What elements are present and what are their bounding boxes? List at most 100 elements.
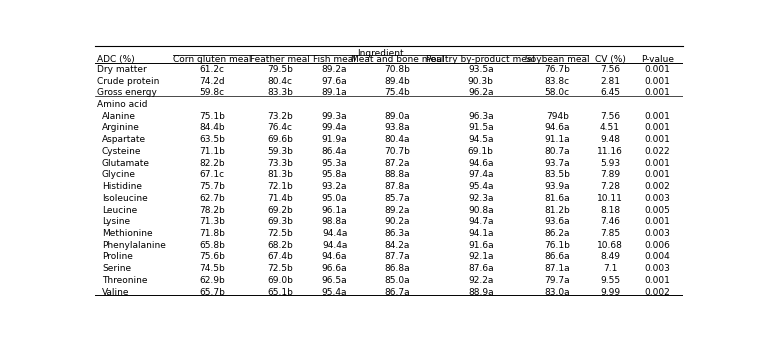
Text: 65.8b: 65.8b — [200, 241, 225, 250]
Text: 71.8b: 71.8b — [200, 229, 225, 238]
Text: 76.1b: 76.1b — [544, 241, 570, 250]
Text: 68.2b: 68.2b — [267, 241, 293, 250]
Text: 93.6a: 93.6a — [544, 217, 570, 226]
Text: Alanine: Alanine — [102, 112, 136, 121]
Text: 83.5b: 83.5b — [544, 170, 570, 180]
Text: Ingredient: Ingredient — [357, 49, 404, 58]
Text: 70.8b: 70.8b — [385, 65, 411, 74]
Text: Aspartate: Aspartate — [102, 135, 146, 144]
Text: 87.1a: 87.1a — [544, 264, 570, 273]
Text: 11.16: 11.16 — [597, 147, 623, 156]
Text: Valine: Valine — [102, 288, 130, 297]
Text: 73.3b: 73.3b — [267, 159, 293, 168]
Text: 99.4a: 99.4a — [322, 124, 348, 132]
Text: 92.1a: 92.1a — [468, 252, 493, 262]
Text: Threonine: Threonine — [102, 276, 147, 285]
Text: Meat and bone meal: Meat and bone meal — [351, 55, 444, 64]
Text: 9.99: 9.99 — [600, 288, 620, 297]
Text: 0.003: 0.003 — [644, 229, 670, 238]
Text: 0.002: 0.002 — [644, 288, 670, 297]
Text: 71.4b: 71.4b — [267, 194, 293, 203]
Text: 97.4a: 97.4a — [468, 170, 493, 180]
Text: ADC (%): ADC (%) — [97, 55, 135, 64]
Text: 81.3b: 81.3b — [267, 170, 293, 180]
Text: 69.6b: 69.6b — [267, 135, 293, 144]
Text: Fish meal: Fish meal — [313, 55, 356, 64]
Text: Glycine: Glycine — [102, 170, 136, 180]
Text: Cysteine: Cysteine — [102, 147, 141, 156]
Text: 92.2a: 92.2a — [468, 276, 493, 285]
Text: 65.1b: 65.1b — [267, 288, 293, 297]
Text: 93.9a: 93.9a — [544, 182, 570, 191]
Text: 0.001: 0.001 — [644, 65, 670, 74]
Text: 75.6b: 75.6b — [200, 252, 225, 262]
Text: 86.8a: 86.8a — [385, 264, 411, 273]
Text: 96.5a: 96.5a — [322, 276, 348, 285]
Text: 75.1b: 75.1b — [200, 112, 225, 121]
Text: 0.003: 0.003 — [644, 264, 670, 273]
Text: Phenylalanine: Phenylalanine — [102, 241, 165, 250]
Text: 69.2b: 69.2b — [267, 206, 293, 214]
Text: 72.5b: 72.5b — [267, 229, 293, 238]
Text: 62.9b: 62.9b — [200, 276, 225, 285]
Text: 96.2a: 96.2a — [468, 88, 493, 98]
Text: 0.002: 0.002 — [644, 182, 670, 191]
Text: 0.022: 0.022 — [645, 147, 670, 156]
Text: 8.18: 8.18 — [600, 206, 620, 214]
Text: 83.8c: 83.8c — [545, 77, 570, 86]
Text: 80.4a: 80.4a — [385, 135, 410, 144]
Text: 83.3b: 83.3b — [267, 88, 293, 98]
Text: 80.7a: 80.7a — [544, 147, 570, 156]
Text: 0.001: 0.001 — [644, 217, 670, 226]
Text: 95.3a: 95.3a — [322, 159, 348, 168]
Text: 89.2a: 89.2a — [385, 206, 410, 214]
Text: Amino acid: Amino acid — [97, 100, 148, 109]
Text: 95.4a: 95.4a — [468, 182, 493, 191]
Text: Leucine: Leucine — [102, 206, 137, 214]
Text: 59.3b: 59.3b — [267, 147, 293, 156]
Text: Gross energy: Gross energy — [97, 88, 157, 98]
Text: 0.001: 0.001 — [644, 159, 670, 168]
Text: 86.6a: 86.6a — [544, 252, 570, 262]
Text: 0.006: 0.006 — [644, 241, 670, 250]
Text: 0.003: 0.003 — [644, 194, 670, 203]
Text: 67.4b: 67.4b — [267, 252, 293, 262]
Text: 96.1a: 96.1a — [322, 206, 348, 214]
Text: 75.4b: 75.4b — [385, 88, 411, 98]
Text: 90.3b: 90.3b — [468, 77, 493, 86]
Text: 10.11: 10.11 — [597, 194, 623, 203]
Text: 91.1a: 91.1a — [544, 135, 570, 144]
Text: 93.8a: 93.8a — [385, 124, 411, 132]
Text: 95.4a: 95.4a — [322, 288, 348, 297]
Text: Lysine: Lysine — [102, 217, 130, 226]
Text: 88.9a: 88.9a — [468, 288, 493, 297]
Text: 71.3b: 71.3b — [200, 217, 225, 226]
Text: 0.001: 0.001 — [644, 88, 670, 98]
Text: 72.1b: 72.1b — [267, 182, 293, 191]
Text: 7.85: 7.85 — [600, 229, 620, 238]
Text: CV (%): CV (%) — [594, 55, 625, 64]
Text: 63.5b: 63.5b — [200, 135, 225, 144]
Text: 75.7b: 75.7b — [200, 182, 225, 191]
Text: 79.5b: 79.5b — [267, 65, 293, 74]
Text: 62.7b: 62.7b — [200, 194, 225, 203]
Text: Histidine: Histidine — [102, 182, 142, 191]
Text: 7.56: 7.56 — [600, 112, 620, 121]
Text: 82.2b: 82.2b — [200, 159, 225, 168]
Text: 71.1b: 71.1b — [200, 147, 225, 156]
Text: 85.0a: 85.0a — [385, 276, 411, 285]
Text: 93.7a: 93.7a — [544, 159, 570, 168]
Text: 96.6a: 96.6a — [322, 264, 348, 273]
Text: 74.5b: 74.5b — [200, 264, 225, 273]
Text: 0.001: 0.001 — [644, 112, 670, 121]
Text: Poultry by-product meal: Poultry by-product meal — [427, 55, 535, 64]
Text: 84.4b: 84.4b — [200, 124, 225, 132]
Text: Arginine: Arginine — [102, 124, 140, 132]
Text: 79.7a: 79.7a — [544, 276, 570, 285]
Text: 10.68: 10.68 — [597, 241, 623, 250]
Text: 98.8a: 98.8a — [322, 217, 348, 226]
Text: 794b: 794b — [546, 112, 568, 121]
Text: 0.001: 0.001 — [644, 135, 670, 144]
Text: 0.001: 0.001 — [644, 77, 670, 86]
Text: 91.9a: 91.9a — [322, 135, 348, 144]
